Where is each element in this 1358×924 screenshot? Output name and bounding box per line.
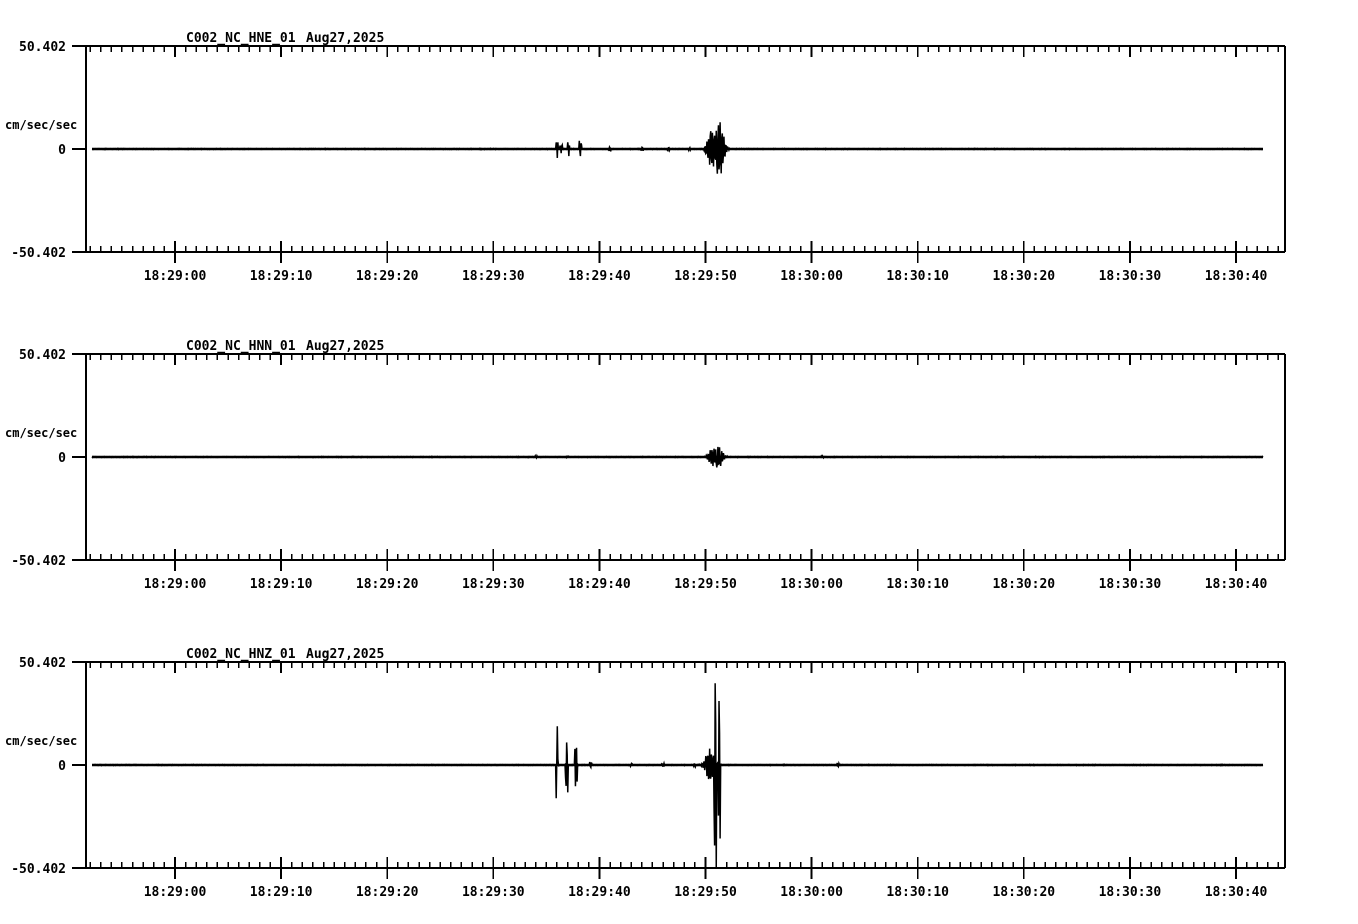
panel-title-date: Aug27,2025 xyxy=(306,647,384,662)
y-tick-label-min: -50.402 xyxy=(11,554,66,569)
seismogram-plot-hne: C002_NC_HNE_01 Aug27,2025 18:29:00 18:29:10… xyxy=(5,31,1286,284)
y-tick-label-max: 50.402 xyxy=(19,348,66,363)
x-axis-ticks xyxy=(89,46,1280,263)
panel-title-channel: C002_NC_HNN_01 xyxy=(186,339,296,354)
x-tick-label: 18:29:40 xyxy=(568,269,631,284)
panel-title-channel: C002_NC_HNZ_01 xyxy=(186,647,296,662)
y-axis-unit-label: cm/sec/sec xyxy=(5,734,77,748)
x-tick-label: 18:29:10 xyxy=(250,885,313,900)
x-tick-label: 18:30:40 xyxy=(1205,577,1268,592)
x-tick-label: 18:30:40 xyxy=(1205,269,1268,284)
x-tick-label: 18:30:20 xyxy=(992,577,1055,592)
x-tick-label: 18:30:30 xyxy=(1099,577,1162,592)
x-tick-label: 18:30:00 xyxy=(780,269,843,284)
x-tick-label: 18:30:10 xyxy=(886,577,949,592)
x-tick-label: 18:30:10 xyxy=(886,885,949,900)
y-tick-label-min: -50.402 xyxy=(11,246,66,261)
waveform-trace-hnz xyxy=(91,683,1264,867)
x-tick-label: 18:30:20 xyxy=(992,885,1055,900)
x-tick-label: 18:30:30 xyxy=(1099,269,1162,284)
y-tick-label-zero: 0 xyxy=(58,451,66,466)
panel-title-date: Aug27,2025 xyxy=(306,31,384,46)
x-axis-tick-labels: 18:29:00 18:29:10 18:29:20 18:29:30 18:29:40… xyxy=(144,577,1268,592)
y-axis: 50.402 0 -50.402 cm/sec/sec xyxy=(5,40,86,261)
plot-frame xyxy=(85,353,1286,561)
seismogram-panel-hnz: C002_NC_HNZ_01 Aug27,2025 18:29:00 18:29:10… xyxy=(0,616,1358,924)
y-tick-label-min: -50.402 xyxy=(11,862,66,877)
x-tick-label: 18:29:20 xyxy=(356,577,419,592)
y-axis: 50.402 0 -50.402 cm/sec/sec xyxy=(5,348,86,569)
y-tick-label-zero: 0 xyxy=(58,759,66,774)
x-tick-label: 18:29:40 xyxy=(568,885,631,900)
plot-frame xyxy=(85,661,1286,869)
x-tick-label: 18:29:40 xyxy=(568,577,631,592)
panel-title-channel: C002_NC_HNE_01 xyxy=(186,31,296,46)
panel-title: C002_NC_HNN_01 Aug27,2025 xyxy=(186,339,384,354)
y-axis-unit-label: cm/sec/sec xyxy=(5,118,77,132)
plot-frame xyxy=(85,45,1286,253)
x-tick-label: 18:29:30 xyxy=(462,269,525,284)
x-tick-label: 18:29:20 xyxy=(356,885,419,900)
y-tick-label-zero: 0 xyxy=(58,143,66,158)
x-tick-label: 18:29:00 xyxy=(144,577,207,592)
x-tick-label: 18:29:20 xyxy=(356,269,419,284)
x-tick-label: 18:29:50 xyxy=(674,885,737,900)
x-tick-label: 18:29:30 xyxy=(462,577,525,592)
x-tick-label: 18:30:10 xyxy=(886,269,949,284)
x-axis-tick-labels: 18:29:00 18:29:10 18:29:20 18:29:30 18:29:40… xyxy=(144,269,1268,284)
x-tick-label: 18:30:20 xyxy=(992,269,1055,284)
seismogram-plot-hnz: C002_NC_HNZ_01 Aug27,2025 18:29:00 18:29:10… xyxy=(5,647,1286,900)
seismogram-panel-hnn: C002_NC_HNN_01 Aug27,2025 18:29:00 18:29:10… xyxy=(0,308,1358,608)
seismogram-panel-hne: C002_NC_HNE_01 Aug27,2025 18:29:00 18:29:10… xyxy=(0,0,1358,300)
x-tick-label: 18:29:50 xyxy=(674,269,737,284)
x-tick-label: 18:29:10 xyxy=(250,269,313,284)
x-axis-tick-labels: 18:29:00 18:29:10 18:29:20 18:29:30 18:29:40… xyxy=(144,885,1268,900)
x-tick-label: 18:29:00 xyxy=(144,885,207,900)
waveform-trace-hnn xyxy=(91,446,1264,468)
panel-title-date: Aug27,2025 xyxy=(306,339,384,354)
panel-title: C002_NC_HNE_01 Aug27,2025 xyxy=(186,31,384,46)
seismogram-plot-hnn: C002_NC_HNN_01 Aug27,2025 18:29:00 18:29:10… xyxy=(5,339,1286,592)
y-axis-unit-label: cm/sec/sec xyxy=(5,426,77,440)
y-tick-label-max: 50.402 xyxy=(19,40,66,55)
x-tick-label: 18:30:00 xyxy=(780,577,843,592)
panel-title: C002_NC_HNZ_01 Aug27,2025 xyxy=(186,647,384,662)
x-tick-label: 18:29:50 xyxy=(674,577,737,592)
x-axis-ticks xyxy=(89,354,1280,571)
x-tick-label: 18:30:00 xyxy=(780,885,843,900)
x-tick-label: 18:30:40 xyxy=(1205,885,1268,900)
waveform-trace-hne xyxy=(91,122,1263,174)
y-tick-label-max: 50.402 xyxy=(19,656,66,671)
x-axis-ticks xyxy=(89,662,1280,879)
x-tick-label: 18:30:30 xyxy=(1099,885,1162,900)
x-tick-label: 18:29:30 xyxy=(462,885,525,900)
x-tick-label: 18:29:00 xyxy=(144,269,207,284)
x-tick-label: 18:29:10 xyxy=(250,577,313,592)
y-axis: 50.402 0 -50.402 cm/sec/sec xyxy=(5,656,86,877)
